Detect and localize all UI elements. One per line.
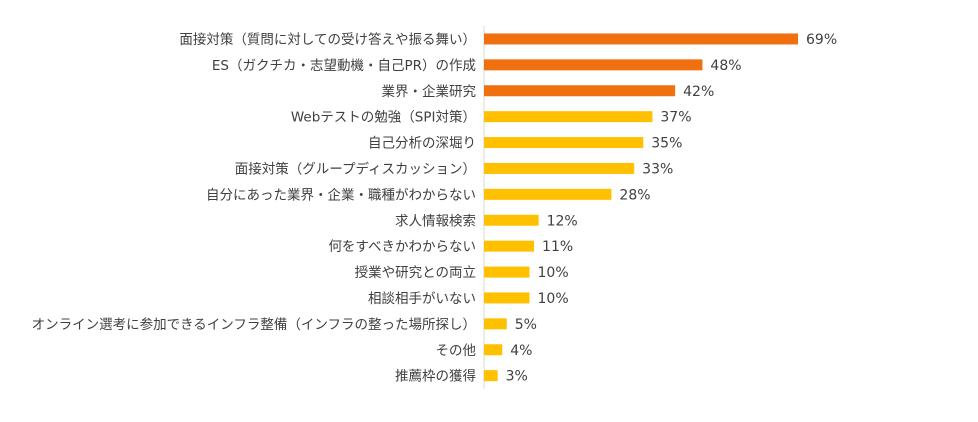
- bar-9: [484, 266, 530, 278]
- bar-10: [484, 292, 530, 304]
- category-label-1: ES（ガクチカ・志望動機・自己PR）の作成: [212, 58, 476, 74]
- bar-2: [484, 85, 676, 97]
- bar-5: [484, 162, 635, 174]
- bar-3: [484, 111, 653, 123]
- category-label-2: 業界・企業研究: [382, 83, 477, 100]
- category-label-3: Webテストの勉強（SPI対策）: [291, 109, 476, 126]
- category-labels-group: 面接対策（質問に対しての受け答えや振る舞い） ES（ガクチカ・志望動機・自己PR）…: [32, 31, 476, 385]
- value-label-10: 10%: [538, 291, 569, 307]
- value-label-4: 35%: [651, 136, 682, 152]
- value-label-9: 10%: [538, 265, 569, 281]
- value-label-1: 48%: [710, 58, 741, 74]
- bar-8: [484, 240, 535, 252]
- category-label-13: 推薦枠の獲得: [395, 368, 476, 385]
- category-label-8: 何をすべきかわからない: [328, 239, 476, 255]
- bar-13: [484, 370, 498, 382]
- category-label-12: その他: [436, 343, 477, 359]
- category-label-11: オンライン選考に参加できるインフラ整備（インフラの整った場所探し）: [32, 316, 476, 333]
- value-label-2: 42%: [683, 84, 714, 100]
- bar-12: [484, 344, 503, 356]
- category-label-0: 面接対策（質問に対しての受け答えや振る舞い）: [179, 31, 476, 48]
- value-label-5: 33%: [642, 161, 673, 177]
- bar-11: [484, 318, 507, 330]
- category-label-4: 自己分析の深堀り: [368, 136, 476, 152]
- category-label-6: 自分にあった業界・企業・職種がわからない: [206, 186, 476, 203]
- value-labels-group: 69%48%42%37%35%33%28%12%11%10%10%5%4%3%: [506, 32, 837, 385]
- value-label-11: 5%: [515, 317, 537, 333]
- category-label-9: 授業や研究との両立: [355, 265, 476, 281]
- value-label-7: 12%: [547, 213, 578, 229]
- bar-4: [484, 137, 644, 149]
- value-label-6: 28%: [619, 187, 650, 203]
- category-label-10: 相談相手がいない: [368, 291, 476, 307]
- bar-0: [484, 33, 798, 45]
- value-label-0: 69%: [806, 32, 837, 48]
- bar-1: [484, 59, 703, 71]
- value-label-12: 4%: [510, 343, 532, 359]
- bars-group: [484, 33, 798, 382]
- bar-6: [484, 188, 612, 200]
- value-label-3: 37%: [660, 110, 691, 126]
- category-label-5: 面接対策（グループディスカッション）: [235, 160, 476, 177]
- value-label-8: 11%: [542, 239, 573, 255]
- category-label-7: 求人情報検索: [395, 213, 476, 229]
- bar-7: [484, 214, 539, 226]
- value-label-13: 3%: [506, 369, 528, 385]
